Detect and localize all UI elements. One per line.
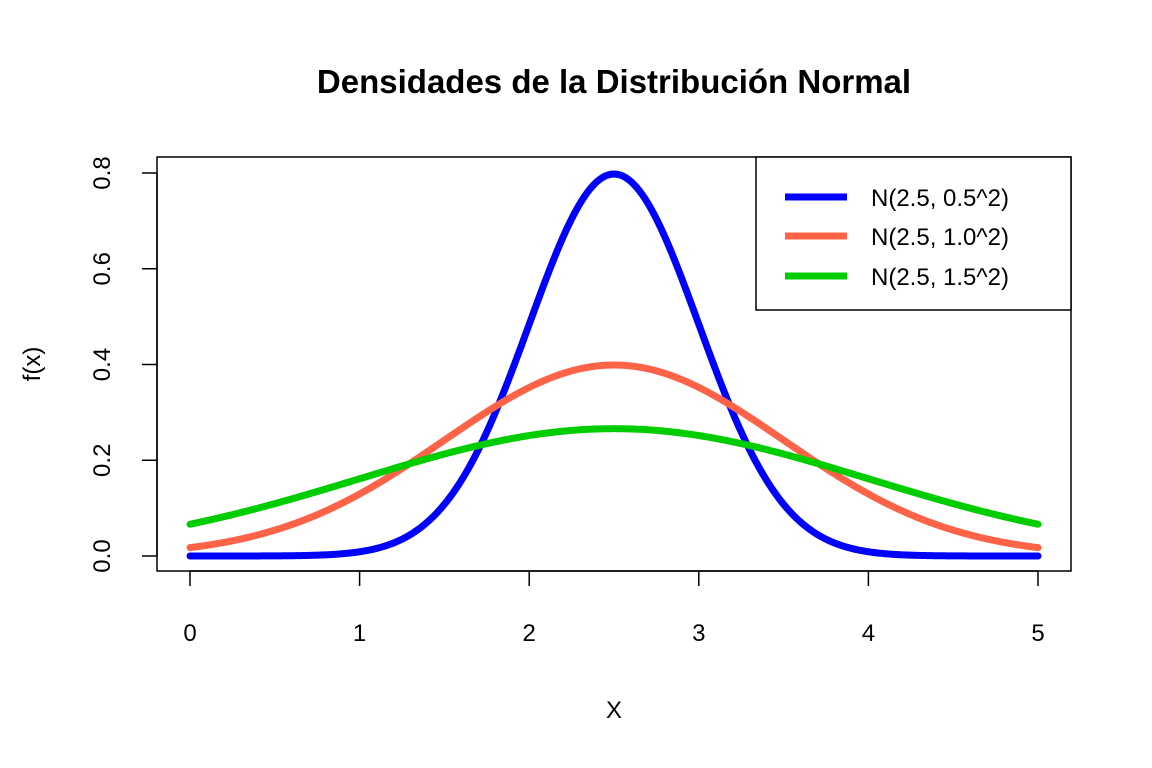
series-layer	[186, 170, 1042, 560]
x-axis-label: X	[606, 697, 622, 724]
y-tick-label: 0.0	[89, 539, 116, 572]
y-tick-label: 0.2	[89, 444, 116, 477]
legend-label-3: N(2.5, 1.5^2)	[871, 264, 1009, 291]
legend-label-2: N(2.5, 1.0^2)	[871, 224, 1009, 251]
x-tick-label: 3	[692, 620, 705, 647]
x-tick-label: 2	[523, 620, 536, 647]
y-tick-label: 0.4	[89, 348, 116, 381]
series-line-2	[186, 361, 1042, 552]
y-tick-label: 0.6	[89, 252, 116, 285]
x-tick-label: 0	[183, 620, 196, 647]
x-tick-label: 5	[1031, 620, 1044, 647]
y-axis-label: f(x)	[19, 347, 46, 382]
x-axis: 0 1 2 3 4 5	[183, 570, 1045, 647]
chart-title: Densidades de la Distribución Normal	[317, 63, 911, 100]
legend-label-1: N(2.5, 0.5^2)	[871, 185, 1009, 212]
y-axis: 0.0 0.2 0.4 0.6 0.8	[89, 156, 158, 573]
x-tick-label: 1	[353, 620, 366, 647]
series-line-1	[186, 170, 1042, 560]
x-tick-label: 4	[862, 620, 875, 647]
series-line-3	[186, 425, 1042, 528]
legend: N(2.5, 0.5^2) N(2.5, 1.0^2) N(2.5, 1.5^2)	[755, 156, 1072, 311]
y-tick-label: 0.8	[89, 156, 116, 189]
